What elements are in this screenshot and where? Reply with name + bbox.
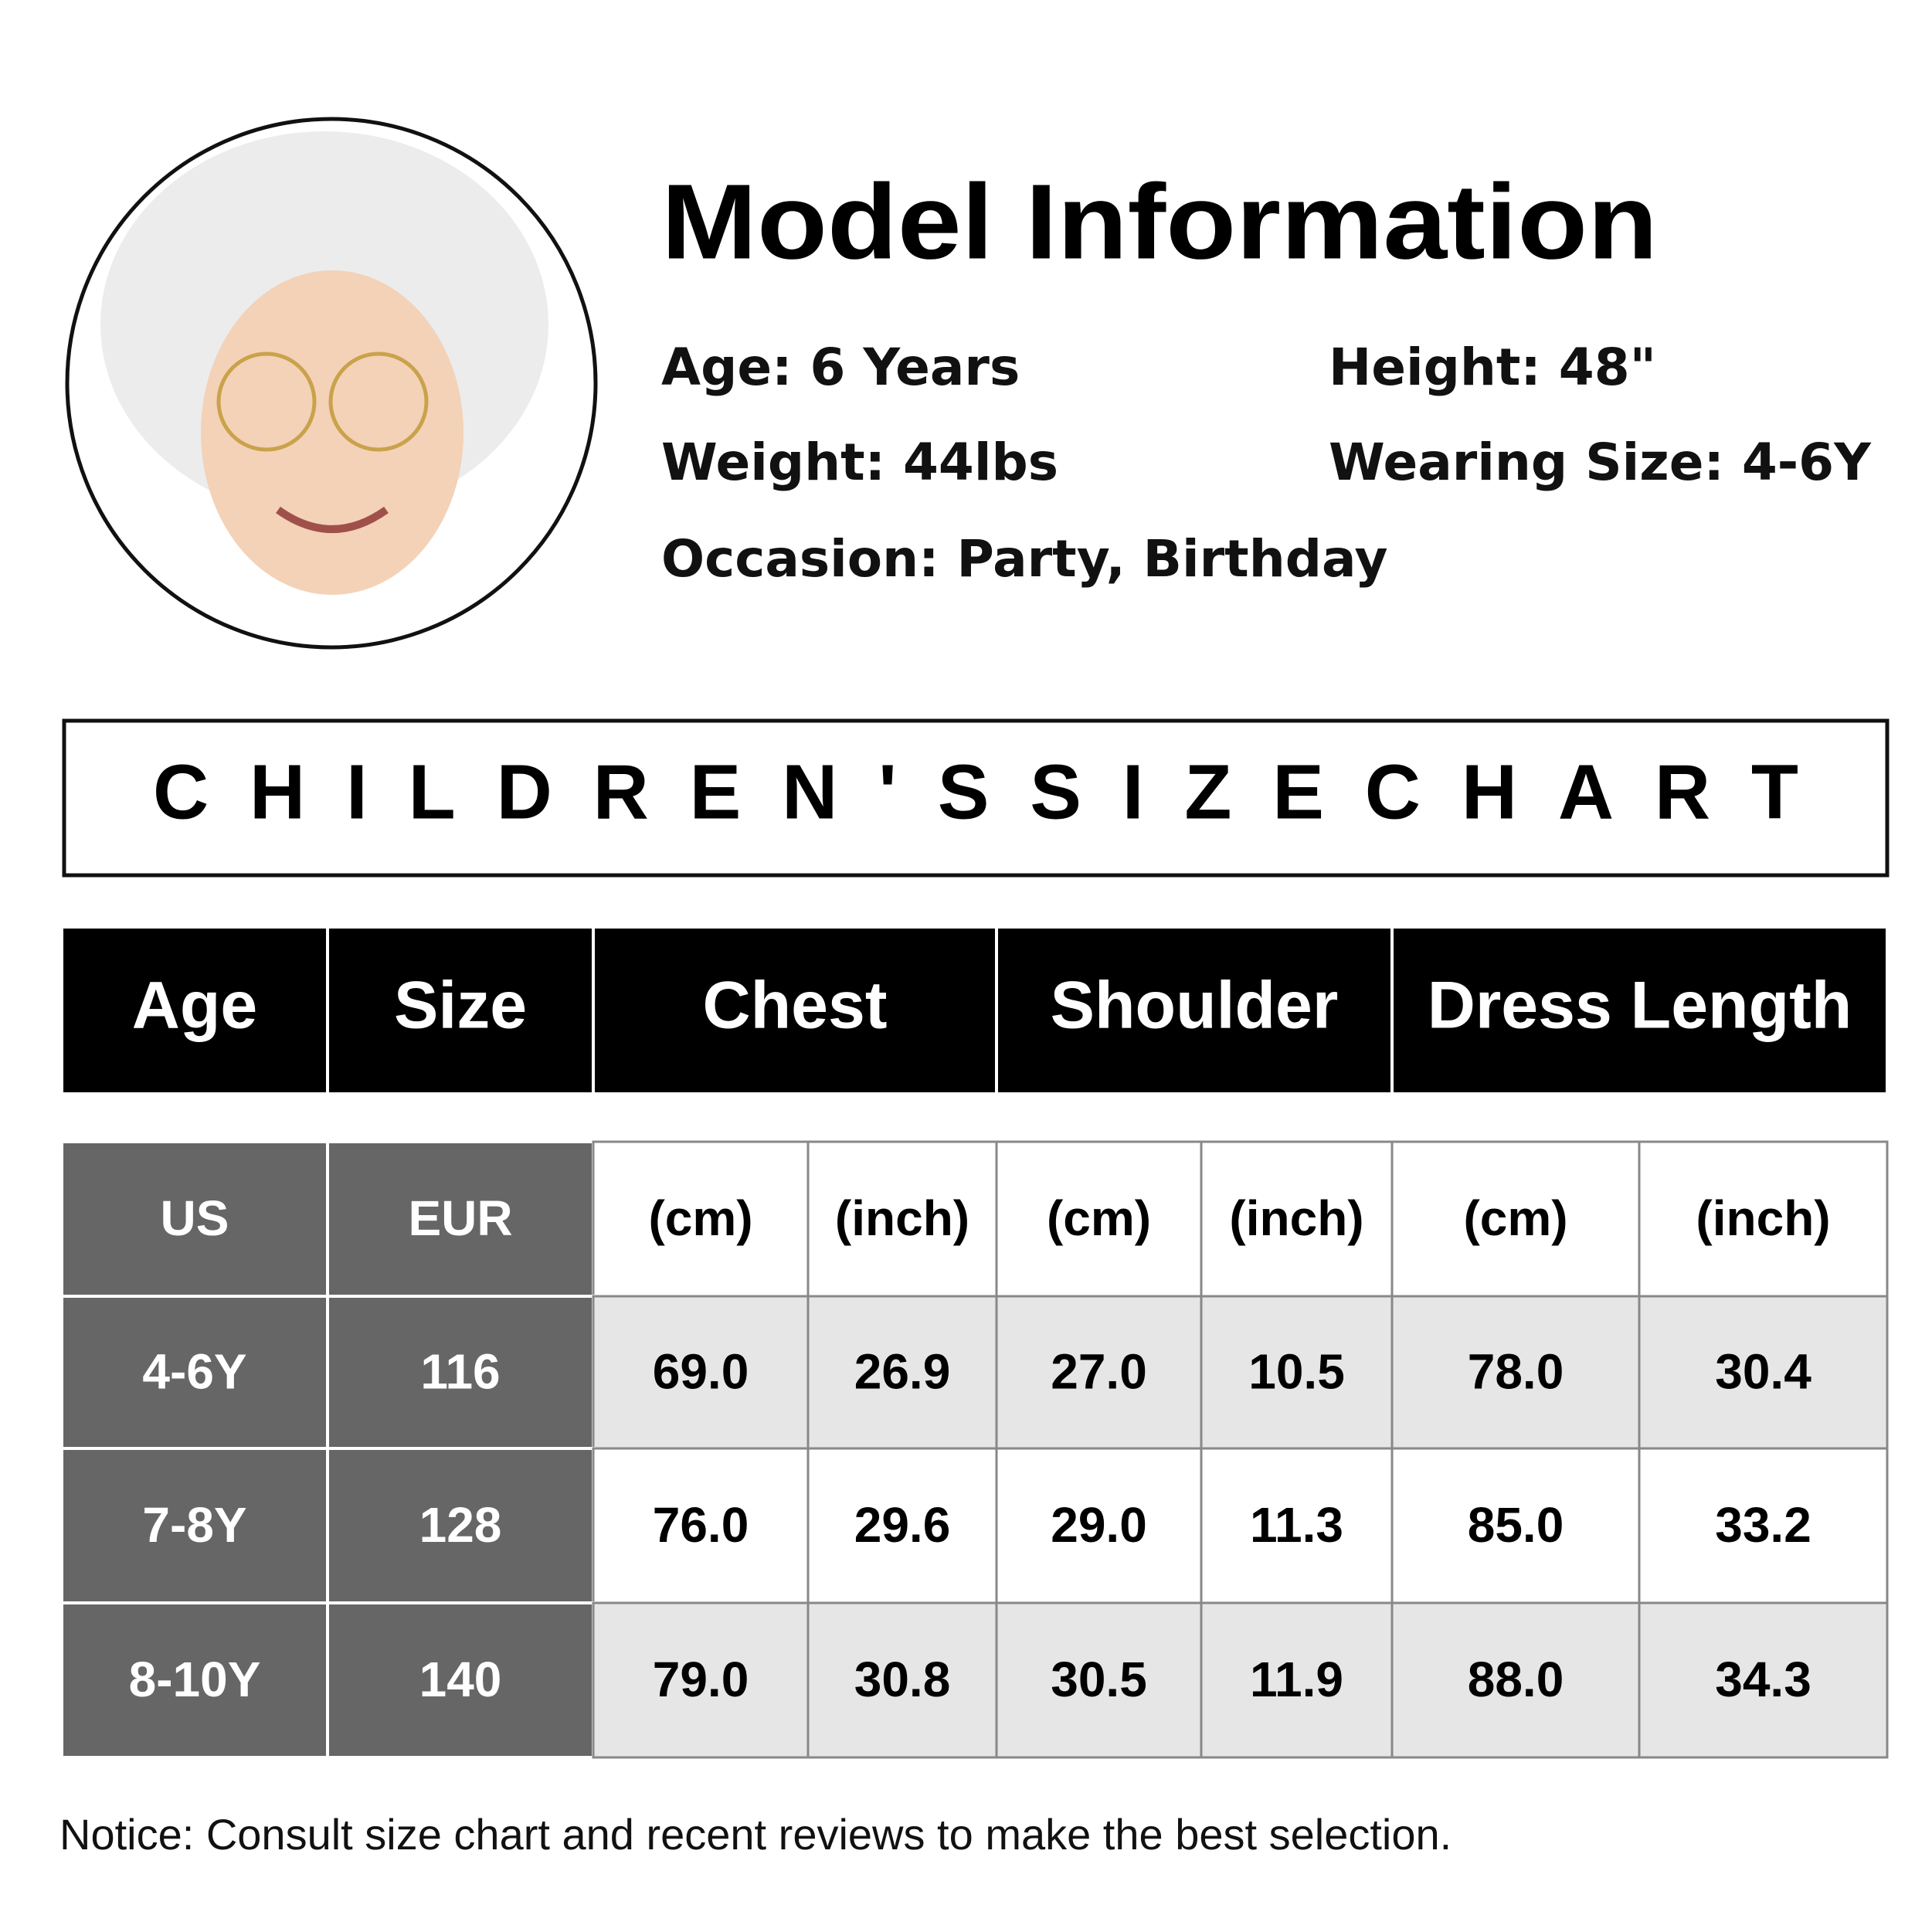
table-cell xyxy=(1638,1295,1889,1450)
cell-value: 8-10Y xyxy=(129,1652,261,1707)
cell-value: 76.0 xyxy=(653,1497,749,1553)
table-cell xyxy=(1390,1447,1641,1604)
notice: Notice: Consult size chart and recent re… xyxy=(59,1810,1452,1859)
table-cell xyxy=(60,1295,329,1450)
cell-value: 140 xyxy=(419,1652,502,1707)
table-cell xyxy=(1390,1601,1641,1759)
info-occasion: Occasion: Party, Birthday xyxy=(661,529,1387,589)
info-age: Age: 6 Years xyxy=(661,338,1020,397)
table-cell xyxy=(1638,1140,1889,1298)
cell-value: 30.4 xyxy=(1715,1343,1811,1399)
subheader-label: US xyxy=(161,1190,229,1246)
cell-value: 85.0 xyxy=(1468,1497,1564,1553)
info-wearing-size: Wearing Size: 4-6Y xyxy=(1329,433,1872,492)
header-cell xyxy=(326,925,595,1095)
table-cell xyxy=(1390,1295,1641,1450)
cell-value: 78.0 xyxy=(1468,1343,1564,1399)
subheader-label: (cm) xyxy=(1463,1190,1567,1246)
info-height: Height: 48" xyxy=(1329,338,1656,397)
cell-value: 33.2 xyxy=(1715,1497,1811,1553)
subheader-label: (inch) xyxy=(835,1190,969,1246)
header-label: Chest xyxy=(703,969,888,1043)
table-cell xyxy=(806,1295,998,1450)
table-cell xyxy=(995,1295,1203,1450)
table-cell xyxy=(995,1601,1203,1759)
model-title: Model Information xyxy=(661,162,1658,281)
header-cell xyxy=(60,925,329,1095)
chart-title-box xyxy=(62,718,1890,878)
cell-value: 29.0 xyxy=(1051,1497,1147,1553)
table-cell xyxy=(995,1140,1203,1298)
cell-value: 11.3 xyxy=(1250,1497,1343,1553)
cell-value: 7-8Y xyxy=(142,1497,246,1553)
header-label: Size xyxy=(394,969,527,1043)
table-cell xyxy=(60,1601,329,1759)
info-weight: Weight: 44lbs xyxy=(661,433,1058,492)
subheader-label: (cm) xyxy=(1047,1190,1151,1246)
subheader-label: (inch) xyxy=(1696,1190,1830,1246)
subheader-label: EUR xyxy=(408,1190,512,1246)
table-cell xyxy=(1200,1140,1394,1298)
table-cell xyxy=(60,1447,329,1604)
subheader-label: (cm) xyxy=(648,1190,752,1246)
table-cell xyxy=(806,1140,998,1298)
cell-value: 11.9 xyxy=(1250,1652,1343,1707)
table-cell xyxy=(995,1447,1203,1604)
cell-value: 30.8 xyxy=(854,1652,951,1707)
cell-value: 128 xyxy=(419,1497,502,1553)
table-cell xyxy=(60,1140,329,1298)
header-label: Shoulder xyxy=(1051,969,1339,1043)
header-cell xyxy=(1390,925,1889,1095)
table-cell xyxy=(326,1447,595,1604)
table-cell xyxy=(326,1140,595,1298)
size-table: Age Size Chest Shoulder Dress Length US EUR (cm… xyxy=(60,925,1889,1759)
cell-value: 116 xyxy=(420,1343,500,1399)
model-photo xyxy=(65,117,598,650)
cell-value: 26.9 xyxy=(854,1343,951,1399)
cell-value: 29.6 xyxy=(854,1497,951,1553)
cell-value: 27.0 xyxy=(1051,1343,1147,1399)
cell-value: 69.0 xyxy=(653,1343,749,1399)
header-cell xyxy=(592,925,998,1095)
header-label: Dress Length xyxy=(1428,969,1852,1043)
table-cell xyxy=(1200,1295,1394,1450)
table-cell xyxy=(326,1295,595,1450)
cell-value: 4-6Y xyxy=(142,1343,246,1399)
cell-value: 30.5 xyxy=(1051,1652,1147,1707)
table-cell xyxy=(1638,1601,1889,1759)
table-cell xyxy=(1200,1601,1394,1759)
table-cell xyxy=(1200,1447,1394,1604)
cell-value: 34.3 xyxy=(1715,1652,1811,1707)
subheader-label: (inch) xyxy=(1229,1190,1363,1246)
table-cell xyxy=(1638,1447,1889,1604)
table-cell xyxy=(592,1601,810,1759)
header-cell xyxy=(995,925,1394,1095)
cell-value: 79.0 xyxy=(653,1652,749,1707)
header-label: Age xyxy=(132,969,257,1043)
table-cell xyxy=(1390,1140,1641,1298)
table-cell xyxy=(806,1601,998,1759)
table-cell xyxy=(592,1295,810,1450)
cell-value: 88.0 xyxy=(1468,1652,1564,1707)
cell-value: 10.5 xyxy=(1248,1343,1345,1399)
